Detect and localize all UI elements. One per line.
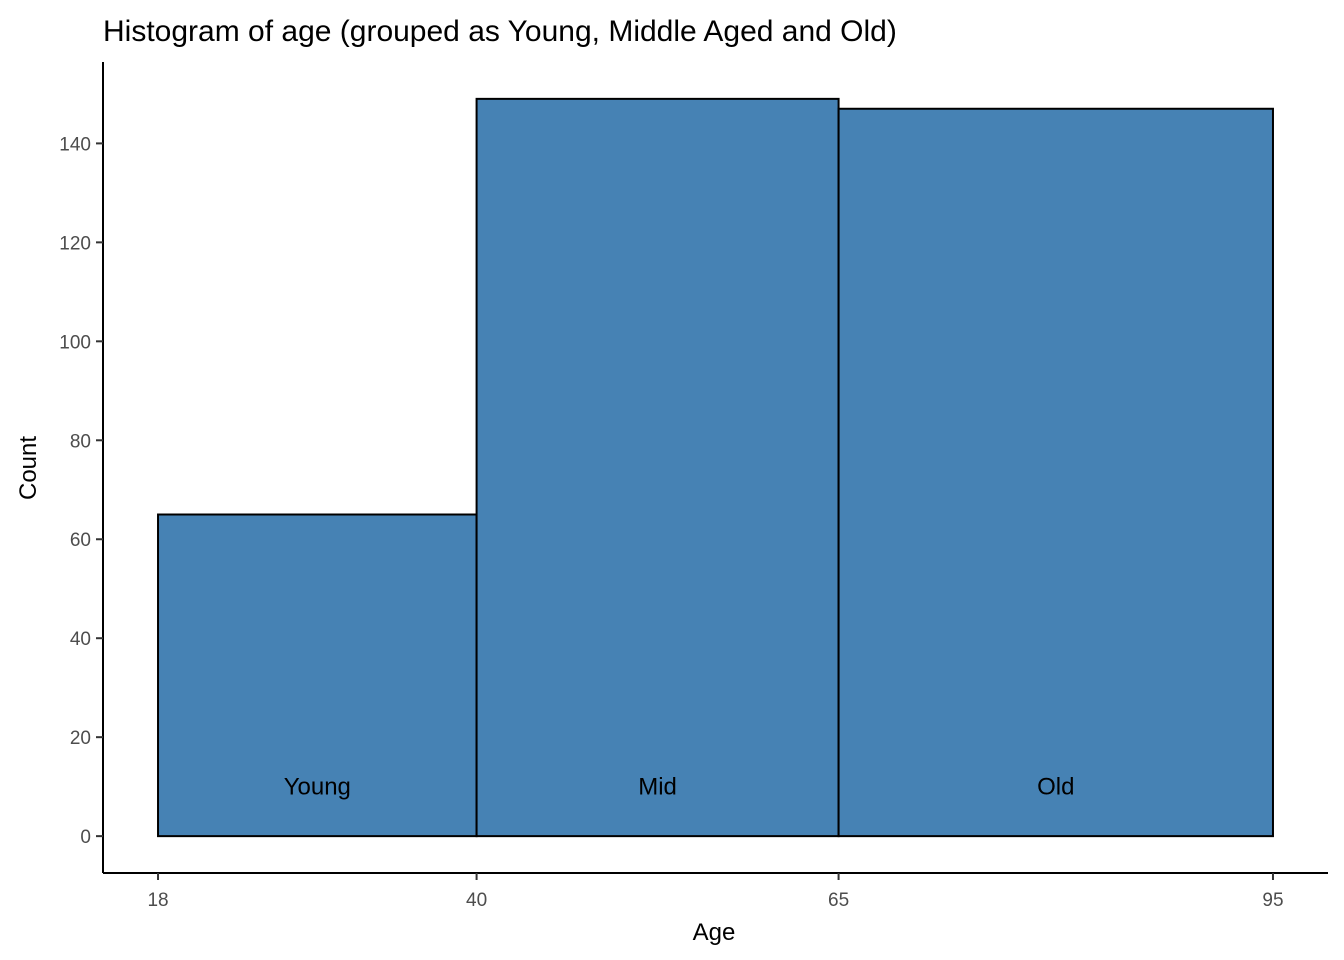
y-tick-label: 80 bbox=[70, 431, 91, 452]
bar-label-old: Old bbox=[1037, 774, 1074, 801]
bar-mid bbox=[475, 97, 840, 838]
y-tick-label: 20 bbox=[70, 728, 91, 749]
bar-young bbox=[157, 513, 478, 838]
y-tick-label: 120 bbox=[59, 233, 91, 254]
y-tick-label: 0 bbox=[80, 827, 91, 848]
bar-old bbox=[837, 107, 1274, 838]
x-axis-ticks: 18 40 65 95 bbox=[147, 873, 1284, 911]
x-tick-label: 95 bbox=[1262, 890, 1283, 911]
bar-labels-layer: Young Mid Old bbox=[284, 774, 1075, 801]
x-tick-label: 40 bbox=[466, 890, 487, 911]
y-axis-ticks: 0 20 40 60 80 100 120 140 bbox=[59, 134, 103, 848]
y-tick-label: 140 bbox=[59, 134, 91, 155]
y-axis-title: Count bbox=[15, 436, 42, 500]
bar-label-mid: Mid bbox=[638, 774, 677, 801]
y-tick-label: 40 bbox=[70, 629, 91, 650]
x-axis-title: Age bbox=[693, 919, 736, 946]
bars-layer bbox=[157, 97, 1274, 838]
x-tick-label: 65 bbox=[828, 890, 849, 911]
chart-title: Histogram of age (grouped as Young, Midd… bbox=[103, 15, 897, 48]
y-tick-label: 100 bbox=[59, 332, 91, 353]
y-tick-label: 60 bbox=[70, 530, 91, 551]
x-tick-label: 18 bbox=[147, 890, 168, 911]
bar-label-young: Young bbox=[284, 774, 351, 801]
